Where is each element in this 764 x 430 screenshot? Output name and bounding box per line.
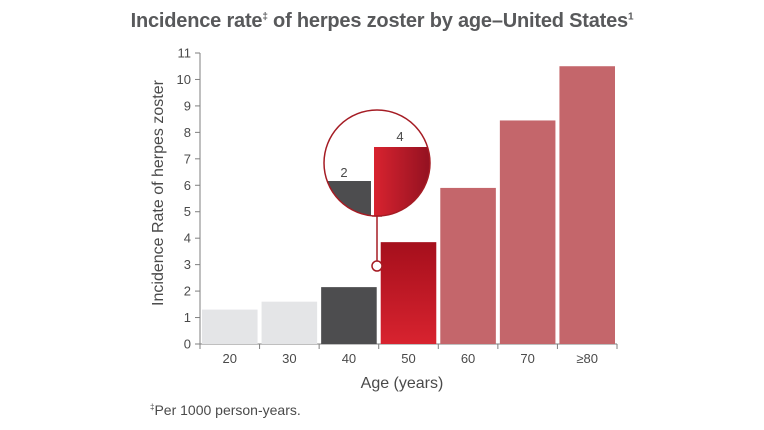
y-tick-label: 9: [184, 98, 191, 113]
x-tick-label: 60: [461, 351, 475, 366]
y-tick-label: 8: [184, 125, 191, 140]
y-tick-label: 0: [184, 337, 191, 352]
x-axis: 20 30 40 50 60 70 ≥80: [199, 343, 618, 366]
bar-50: [380, 242, 437, 344]
y-tick-label: 6: [184, 178, 191, 193]
bar-20: [202, 309, 258, 344]
inset-label-40: 2: [340, 165, 347, 180]
footnote-text: Per 1000 person-years.: [154, 402, 301, 418]
y-tick-label: 11: [178, 46, 192, 61]
x-tick-label: ≥80: [576, 351, 598, 366]
title-marker: ‡: [262, 11, 268, 23]
bar-60: [440, 187, 496, 344]
title-rest: of herpes zoster by age–United States: [267, 10, 628, 32]
y-tick-label: 1: [184, 310, 191, 325]
bars: [202, 66, 615, 345]
bar-ge80: [559, 66, 615, 345]
title-reference: 1: [627, 11, 634, 23]
x-tick-label: 70: [520, 351, 534, 366]
x-axis-label: Age (years): [361, 375, 444, 392]
y-tick-label: 2: [184, 284, 191, 299]
chart-title: Incidence rate‡ of herpes zoster by age–…: [0, 10, 764, 33]
x-tick-label: 40: [342, 351, 356, 366]
x-tick-label: 50: [401, 351, 415, 366]
bar-chart: 0 1 2 3 4 5 6 7 8 9 10 11 20 30 40 50 60 70 ≥80 Incidence…: [150, 46, 618, 392]
y-axis-label: Incidence Rate of herpes zoster: [150, 79, 167, 306]
footnote-marker: ‡: [150, 402, 155, 412]
inset-circle-border: [323, 109, 431, 217]
y-tick-label: 5: [184, 204, 191, 219]
inset-label-50: 4: [396, 129, 403, 144]
bar-30: [261, 301, 318, 344]
x-tick-label: 30: [282, 351, 296, 366]
bar-70: [499, 120, 556, 344]
y-tick-label: 3: [184, 257, 191, 272]
y-axis: 0 1 2 3 4 5 6 7 8 9 10 11: [177, 46, 201, 352]
bar-40: [321, 287, 377, 344]
title-main: Incidence rate: [130, 10, 263, 32]
footnote: ‡Per 1000 person-years.: [150, 402, 301, 418]
inset-anchor-dot: [371, 260, 383, 272]
y-tick-label: 4: [184, 231, 191, 246]
y-tick-label: 7: [184, 151, 191, 166]
y-tick-label: 10: [177, 72, 191, 87]
x-tick-label: 20: [223, 351, 237, 366]
